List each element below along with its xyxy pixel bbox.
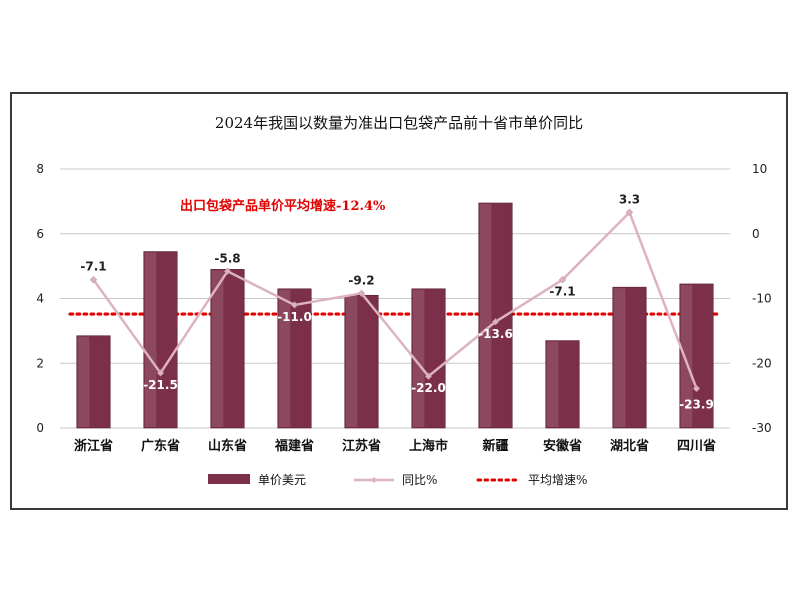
bar-highlight — [77, 336, 90, 427]
yoy-data-label: -21.5 — [143, 378, 178, 392]
bar-highlight — [479, 203, 492, 427]
bar — [210, 269, 245, 429]
yoy-marker — [223, 267, 232, 275]
legend-average-label: 平均增速% — [528, 473, 587, 487]
legend-bar-label: 单价美元 — [258, 473, 306, 487]
bar-highlight — [345, 296, 358, 427]
category-label: 福建省 — [274, 438, 314, 454]
bar-highlight — [546, 341, 559, 427]
bar-highlight — [680, 284, 693, 427]
right-axis-ticks: -30 -20 -10 0 10 — [752, 162, 772, 435]
category-label: 四川省 — [677, 438, 716, 454]
right-tick-label: 0 — [752, 227, 760, 241]
category-labels: 浙江省 广东省 山东省 福建省 江苏省 上海市 新疆 安徽省 湖北省 四川省 — [74, 438, 716, 454]
average-annotation: 出口包袋产品单价平均增速-12.4% — [180, 198, 386, 214]
legend-line-label: 同比% — [402, 473, 437, 487]
bar — [612, 286, 647, 429]
yoy-data-label: -7.1 — [549, 285, 575, 299]
yoy-marker — [491, 318, 500, 326]
yoy-data-label: -22.0 — [411, 381, 446, 395]
data-labels: -7.1 -21.5 -5.8 -11.0 -9.2 -22.0 -13.6 -7.1 3.3 -… — [80, 192, 713, 411]
yoy-data-label: -5.8 — [214, 251, 240, 265]
left-axis-ticks: 0 2 4 6 8 — [36, 162, 44, 435]
bar — [545, 340, 580, 429]
yoy-data-label: -23.9 — [679, 398, 714, 412]
right-tick-label: -10 — [752, 292, 772, 306]
category-label: 广东省 — [141, 438, 180, 454]
yoy-marker — [357, 289, 366, 297]
left-tick-label: 4 — [36, 292, 44, 306]
legend: 单价美元 同比% 平均增速% — [208, 473, 587, 487]
bar-highlight — [144, 252, 157, 427]
yoy-data-label: -9.2 — [348, 273, 374, 287]
bar-highlight — [278, 289, 291, 427]
left-tick-label: 0 — [36, 421, 44, 435]
category-label: 浙江省 — [74, 438, 113, 454]
category-label: 新疆 — [482, 438, 508, 454]
category-label: 江苏省 — [342, 438, 381, 454]
yoy-data-label: -11.0 — [277, 310, 312, 324]
left-tick-label: 2 — [36, 356, 44, 370]
yoy-line-series — [89, 208, 701, 393]
yoy-marker — [692, 384, 701, 393]
yoy-marker — [558, 276, 567, 284]
bar-highlight — [412, 289, 425, 427]
category-label: 山东省 — [208, 438, 247, 454]
yoy-marker — [424, 372, 433, 380]
bar — [344, 294, 379, 429]
yoy-data-label: 3.3 — [619, 192, 640, 206]
yoy-data-label: -7.1 — [80, 260, 106, 274]
left-tick-label: 6 — [36, 227, 44, 241]
right-tick-label: -20 — [752, 356, 772, 370]
yoy-data-label: -13.6 — [478, 327, 513, 341]
yoy-marker — [290, 301, 299, 309]
yoy-marker — [625, 208, 634, 217]
yoy-marker — [89, 276, 98, 284]
bar-series — [76, 202, 714, 429]
chart-title: 2024年我国以数量为准出口包袋产品前十省市单价同比 — [215, 114, 583, 132]
legend-line-marker — [371, 477, 377, 483]
left-tick-label: 8 — [36, 162, 44, 176]
right-tick-label: 10 — [752, 162, 767, 176]
category-label: 上海市 — [409, 438, 448, 454]
bar-highlight — [211, 270, 224, 427]
bar — [76, 335, 111, 429]
bar-highlight — [613, 288, 626, 427]
legend-bar-swatch — [208, 474, 250, 484]
bar — [277, 288, 312, 429]
yoy-line — [92, 210, 698, 389]
bar — [411, 288, 446, 429]
category-label: 安徽省 — [543, 438, 582, 454]
category-label: 湖北省 — [610, 438, 649, 454]
right-tick-label: -30 — [752, 421, 772, 435]
bar — [143, 251, 178, 429]
yoy-marker — [156, 369, 165, 377]
